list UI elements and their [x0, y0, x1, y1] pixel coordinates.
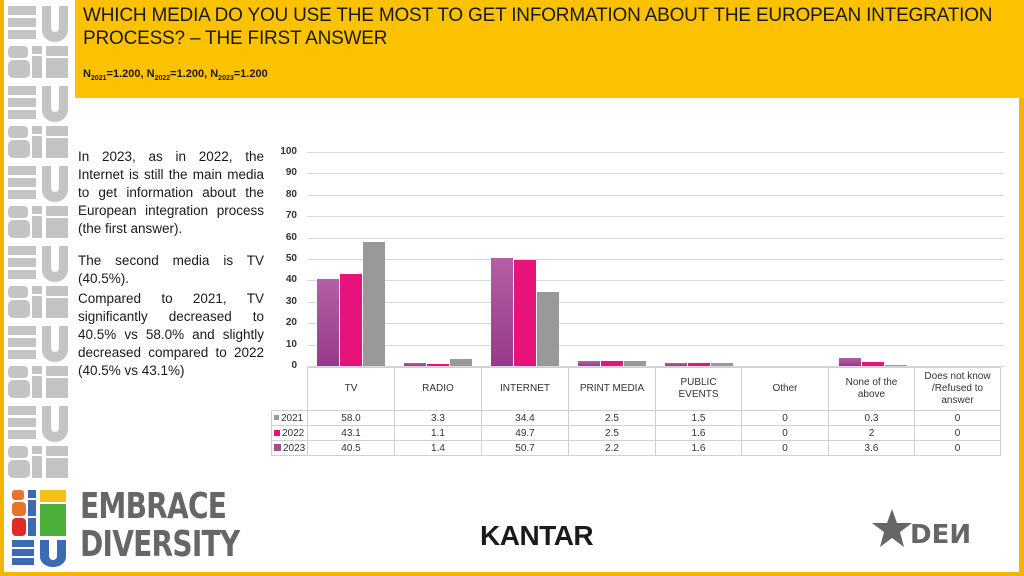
bar-2023 [664, 362, 687, 366]
gridline [307, 344, 1004, 346]
col-header: PRINT MEDIA [568, 367, 656, 411]
y-tick-label: 50 [285, 253, 297, 264]
sample-size-line: N2021=1.200, N2022=1.200, N2023=1.200 [83, 68, 268, 83]
bar-2021 [710, 362, 733, 366]
bar-2021 [623, 360, 646, 366]
gridline [307, 366, 1004, 367]
gridline [307, 173, 1004, 175]
bar-2023 [316, 279, 339, 366]
bar-2021 [362, 241, 385, 366]
table-row: 2022 43.1 1.1 49.7 2.5 1.6 0 2 0 [271, 425, 1001, 441]
y-tick-label: 10 [285, 338, 297, 350]
row-label: 2022 [271, 425, 308, 441]
bar-2022 [687, 362, 710, 366]
commentary: In 2023, as in 2022, the Internet is sti… [78, 148, 264, 394]
bar-2021 [884, 365, 907, 366]
bar-2022 [426, 363, 449, 366]
col-header: Other [741, 367, 829, 411]
dem-star-logo-icon: DEИ [872, 509, 971, 550]
legend-swatch-2023-icon [274, 444, 281, 452]
col-header: None of the above [828, 367, 915, 411]
bar-2022 [861, 361, 884, 366]
frame-left [0, 0, 4, 576]
bar-2021 [449, 358, 472, 366]
slide-header: WHICH MEDIA DO YOU USE THE MOST TO GET I… [75, 0, 1024, 98]
gridline [307, 152, 1004, 153]
y-tick-label: 60 [285, 231, 297, 243]
data-table: TV RADIO INTERNET PRINT MEDIA PUBLIC EVE… [271, 367, 1001, 456]
bar-2022 [600, 360, 623, 366]
y-tick-label: 0 [291, 360, 297, 371]
commentary-p1: In 2023, as in 2022, the Internet is sti… [78, 149, 264, 236]
bar-chart: 0 10 20 30 40 50 60 70 80 90 100 TV RADIO INTERNET… [265, 140, 1010, 460]
bar-2022 [339, 273, 362, 366]
slide-title: WHICH MEDIA DO YOU USE THE MOST TO GET I… [83, 5, 993, 49]
gridline [307, 194, 1004, 196]
row-label: 2021 [271, 410, 308, 426]
col-header: INTERNET [481, 367, 569, 411]
dem-logo: DEИ [868, 505, 988, 553]
y-tick-label: 90 [285, 167, 297, 179]
bar-2023 [838, 358, 861, 366]
eu-bih-pattern-decoration [6, 2, 70, 482]
frame-bottom [0, 572, 1024, 576]
y-tick-label: 70 [285, 210, 297, 222]
y-tick-label: 40 [285, 274, 297, 286]
embrace-diversity-wordmark: EMBRACE DIVERSITY [80, 486, 240, 565]
col-header: TV [307, 367, 395, 411]
gridline [307, 237, 1004, 239]
y-tick-label: 20 [285, 317, 297, 329]
embrace-diversity-logo: EMBRACE DIVERSITY [8, 488, 248, 570]
legend-swatch-2022-icon [274, 429, 280, 436]
legend-swatch-2021-icon [274, 415, 279, 421]
col-header: Does not know /Refused to answer [914, 367, 1001, 411]
col-header: RADIO [394, 367, 482, 411]
bar-2023 [403, 363, 426, 366]
table-header-row: TV RADIO INTERNET PRINT MEDIA PUBLIC EVE… [271, 367, 1001, 411]
table-row: 2021 58.0 3.3 34.4 2.5 1.5 0 0.3 0 [271, 410, 1001, 426]
gridline [307, 323, 1004, 325]
table-row: 2023 40.5 1.4 50.7 2.2 1.6 0 3.6 0 [271, 440, 1001, 456]
commentary-p2: The second media is TV (40.5%). [78, 253, 264, 286]
bar-2023 [577, 361, 600, 366]
kantar-logo: KANTAR [480, 520, 594, 551]
gridline [307, 259, 1004, 260]
gridline [307, 301, 1004, 303]
gridline [307, 216, 1004, 218]
y-tick-label: 80 [285, 188, 297, 200]
bar-2022 [513, 259, 536, 366]
bar-2023 [490, 257, 513, 366]
bar-2021 [536, 292, 559, 366]
bih-eu-color-mark-icon [12, 490, 66, 567]
row-label: 2023 [271, 440, 308, 456]
frame-right [1019, 0, 1024, 576]
svg-text:DEИ: DEИ [910, 520, 971, 550]
col-header: PUBLIC EVENTS [655, 367, 742, 411]
gridline [307, 280, 1004, 282]
y-tick-label: 100 [280, 146, 297, 157]
commentary-p3: Compared to 2021, TV significantly decre… [78, 291, 264, 378]
y-tick-label: 30 [285, 295, 297, 307]
